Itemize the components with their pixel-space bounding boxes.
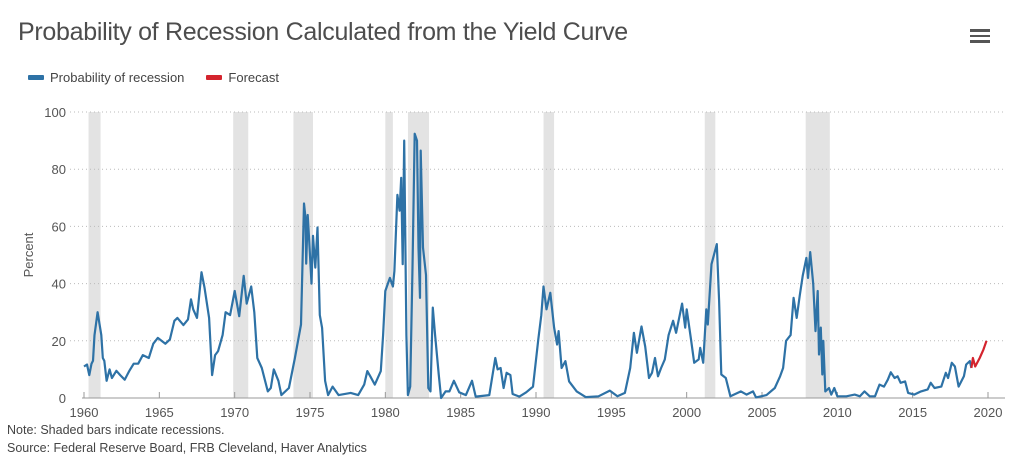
legend-swatch-probability	[28, 75, 44, 80]
x-tick-label: 1995	[597, 405, 626, 420]
legend-item-probability[interactable]: Probability of recession	[28, 70, 184, 85]
y-tick-label: 40	[52, 277, 66, 292]
legend-label: Probability of recession	[50, 70, 185, 85]
chart-notes: Note: Shaded bars indicate recessions. S…	[7, 421, 367, 457]
recession-bar	[704, 112, 716, 398]
x-tick-label: 2020	[974, 405, 1003, 420]
legend: Probability of recession Forecast	[28, 70, 301, 85]
source-text: Source: Federal Reserve Board, FRB Cleve…	[7, 441, 367, 455]
recession-bar	[543, 112, 555, 398]
x-tick-label: 2015	[898, 405, 927, 420]
hamburger-menu-icon[interactable]	[970, 26, 990, 44]
x-tick-label: 1965	[145, 405, 174, 420]
forecast-line	[970, 340, 988, 369]
y-tick-label: 80	[52, 162, 66, 177]
y-tick-label: 20	[52, 334, 66, 349]
recession-bar	[233, 112, 249, 398]
y-tick-label: 100	[44, 105, 66, 120]
legend-item-forecast[interactable]: Forecast	[206, 70, 279, 85]
legend-label: Forecast	[228, 70, 279, 85]
x-tick-label: 1980	[371, 405, 400, 420]
y-tick-label: 0	[59, 391, 66, 406]
x-tick-label: 2010	[823, 405, 852, 420]
recession-bar	[385, 112, 393, 398]
probability-line	[83, 132, 973, 400]
x-tick-label: 2000	[672, 405, 701, 420]
y-tick-label: 60	[52, 219, 66, 234]
chart-title: Probability of Recession Calculated from…	[18, 18, 628, 46]
x-tick-label: 1990	[522, 405, 551, 420]
note-text: Note: Shaded bars indicate recessions.	[7, 423, 225, 437]
y-axis-label: Percent	[21, 232, 36, 277]
x-tick-label: 1975	[296, 405, 325, 420]
x-tick-label: 1985	[446, 405, 475, 420]
legend-swatch-forecast	[206, 75, 223, 80]
recession-bar	[88, 112, 101, 398]
x-tick-label: 1960	[70, 405, 99, 420]
x-tick-label: 2005	[748, 405, 777, 420]
x-tick-label: 1970	[220, 405, 249, 420]
